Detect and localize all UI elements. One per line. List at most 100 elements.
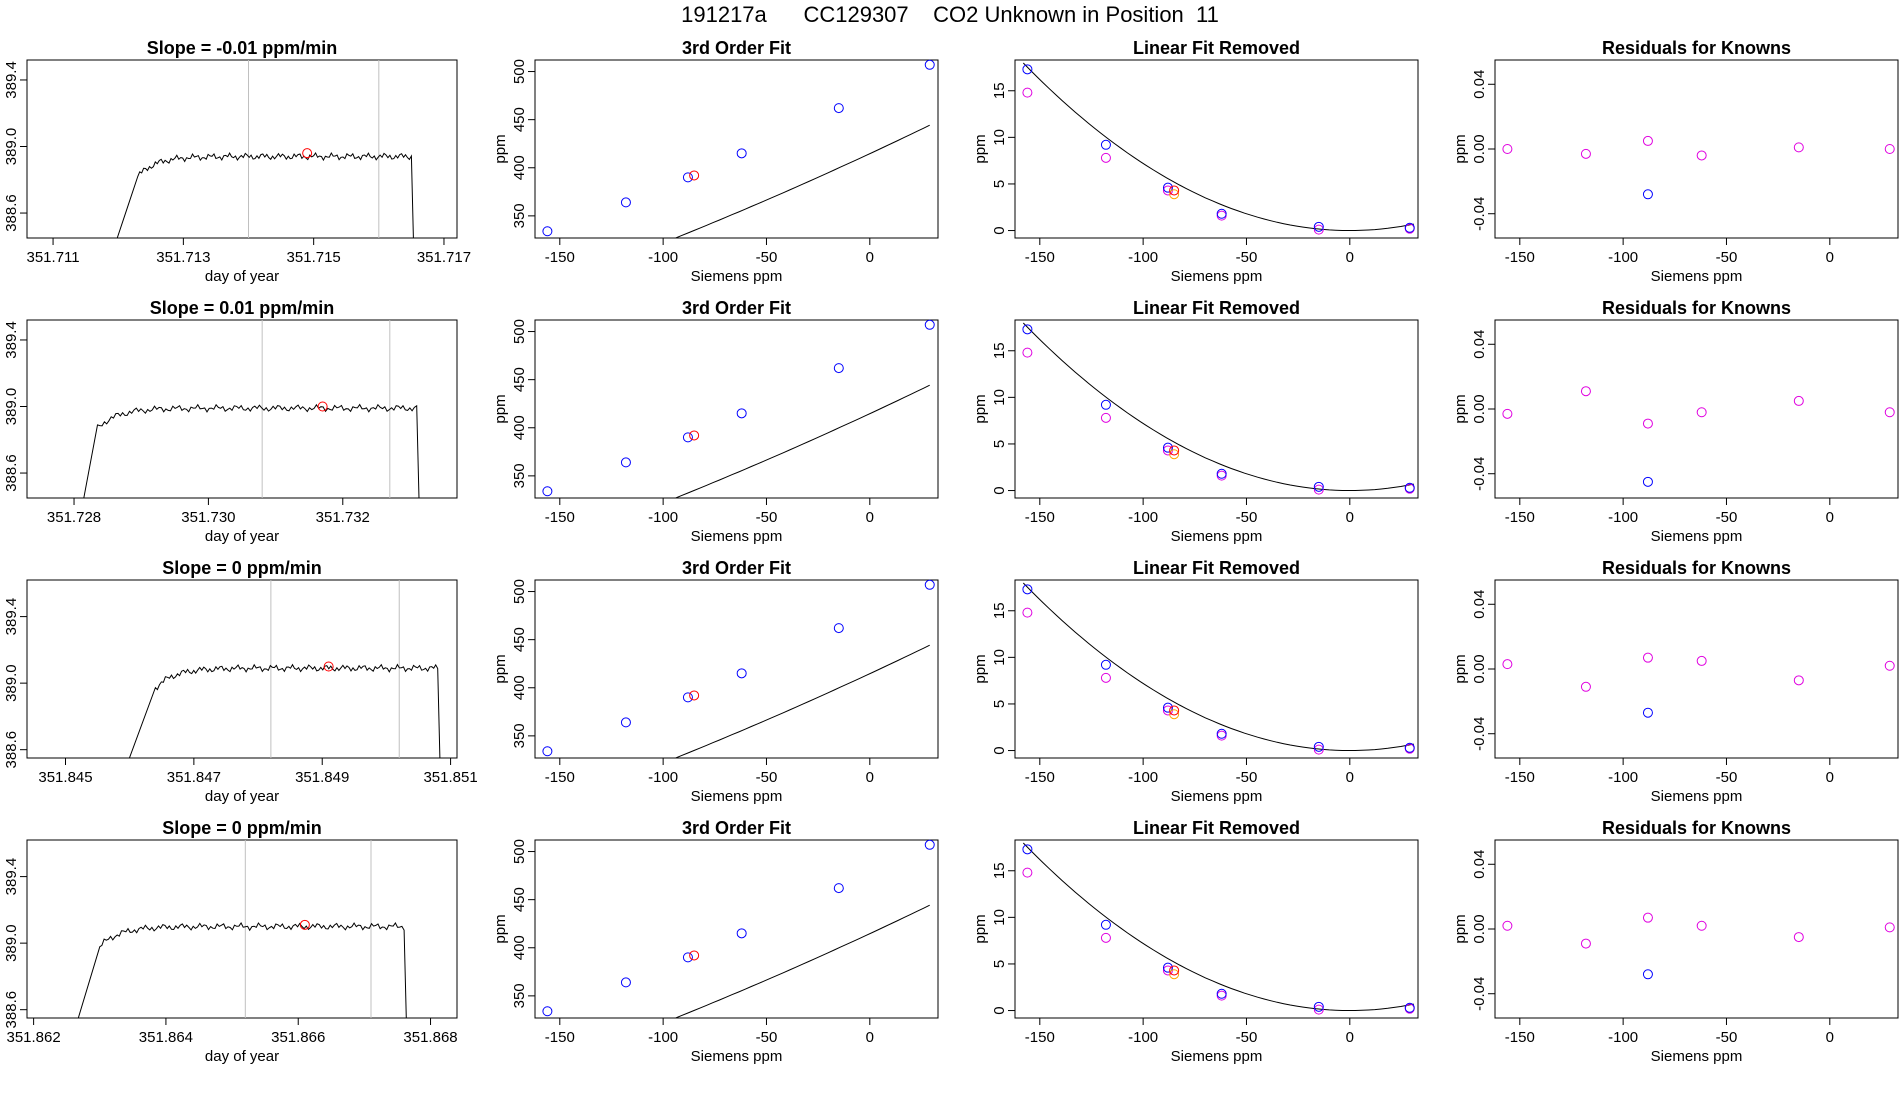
fit-curve (674, 904, 930, 1018)
panel-title: Residuals for Knowns (1602, 38, 1791, 58)
x-tick-label: -150 (1505, 249, 1535, 266)
x-axis-label: Siemens ppm (691, 528, 783, 545)
y-tick-label: 15 (991, 602, 1008, 619)
magenta-point (1162, 185, 1173, 196)
y-tick-label: -0.04 (1471, 717, 1488, 751)
known-point (1100, 399, 1111, 410)
x-tick-label: 351.732 (316, 509, 370, 526)
x-axis-label: Siemens ppm (691, 1048, 783, 1065)
y-tick-label: 450 (511, 627, 528, 652)
y-axis-label: ppm (492, 914, 509, 943)
magenta-point (1216, 470, 1227, 481)
x-axis-label: Siemens ppm (691, 788, 783, 805)
y-tick-label: 5 (991, 960, 1008, 968)
known-point (682, 432, 693, 443)
known-point (924, 319, 935, 330)
x-tick-label: -100 (1608, 1029, 1638, 1046)
mean-point (323, 661, 334, 672)
y-tick-label: 388.6 (3, 454, 20, 492)
known-point (1216, 988, 1227, 999)
known-point (1022, 64, 1033, 75)
signal-trace (116, 151, 414, 238)
residual-point (1696, 150, 1707, 161)
x-tick-label: 351.717 (417, 249, 471, 266)
plot-frame (1494, 319, 1899, 499)
x-axis-label: day of year (205, 528, 279, 545)
plot-frame (1014, 839, 1419, 1019)
residual-curve (1022, 582, 1414, 751)
plot-frame (26, 579, 458, 759)
y-tick-label: -0.04 (1471, 457, 1488, 491)
mean-point (299, 919, 310, 930)
x-tick-label: -50 (1716, 769, 1738, 786)
panel-r3-c3: Residuals for Knowns -150 -100 -50 0 -0.04 0.0… (1452, 818, 1899, 1065)
known-point (1313, 221, 1324, 232)
panel-title: Residuals for Knowns (1602, 558, 1791, 578)
signal-trace (83, 403, 420, 498)
y-tick-label: 15 (991, 342, 1008, 359)
panel-r2-c3: Residuals for Knowns -150 -100 -50 0 -0.04 0.0… (1452, 558, 1899, 805)
magenta-point (1022, 867, 1033, 878)
panel-r3-c0: Slope = 0 ppm/min 351.862 351.864 351.866 35… (0, 818, 458, 1065)
orange-point (1169, 449, 1180, 460)
residual-point (1642, 912, 1653, 923)
y-tick-label: 388.6 (3, 991, 20, 1029)
x-tick-label: -100 (648, 769, 678, 786)
x-tick-label: 0 (866, 249, 874, 266)
known-point (1404, 742, 1415, 753)
known-point (542, 746, 553, 757)
x-tick-label: -50 (1236, 769, 1258, 786)
x-tick-label: -100 (648, 1029, 678, 1046)
x-tick-label: 351.864 (139, 1029, 193, 1046)
plot-frame (1494, 579, 1899, 759)
x-tick-label: -100 (1608, 249, 1638, 266)
plot-frame (1014, 59, 1419, 239)
y-axis-label: ppm (972, 394, 989, 423)
x-tick-label: -50 (1716, 509, 1738, 526)
panel-title: Linear Fit Removed (1133, 38, 1300, 58)
y-tick-label: 350 (511, 203, 528, 228)
panel-title: 3rd Order Fit (682, 558, 791, 578)
tank-id: CC129307 (803, 2, 909, 27)
y-axis-label: approx. ppm (0, 627, 1, 710)
panel-title: Linear Fit Removed (1133, 818, 1300, 838)
y-tick-label: -0.04 (1471, 197, 1488, 231)
y-tick-label: 0 (991, 1006, 1008, 1014)
panel-r3-c1: 3rd Order Fit -150 -100 -50 0 350 400 450 500 Sie… (492, 818, 939, 1065)
known-point (620, 457, 631, 468)
panel-title: Residuals for Knowns (1602, 818, 1791, 838)
known-point (1162, 962, 1173, 973)
x-tick-label: -150 (1505, 1029, 1535, 1046)
y-tick-label: 0.00 (1471, 654, 1488, 683)
unknown-point (689, 430, 700, 441)
residual-point (1642, 135, 1653, 146)
plot-area (674, 904, 930, 1018)
known-point (1404, 482, 1415, 493)
x-axis-label: Siemens ppm (1171, 268, 1263, 285)
orange-point (1169, 189, 1180, 200)
x-tick-label: -150 (1025, 769, 1055, 786)
orange-point (1169, 709, 1180, 720)
unknown-residual-point (1642, 476, 1653, 487)
x-tick-label: 0 (1826, 509, 1834, 526)
y-axis-label: ppm (492, 134, 509, 163)
x-tick-label: 0 (866, 769, 874, 786)
x-tick-label: -50 (1236, 249, 1258, 266)
plot-area (1022, 322, 1414, 491)
magenta-point (1216, 210, 1227, 221)
x-tick-label: 351.868 (403, 1029, 457, 1046)
known-point (1162, 702, 1173, 713)
magenta-point (1216, 990, 1227, 1001)
known-point (1404, 222, 1415, 233)
y-tick-label: 389.4 (3, 858, 20, 896)
magenta-point (1022, 87, 1033, 98)
unknown-point (1169, 705, 1180, 716)
magenta-point (1162, 705, 1173, 716)
magenta-point (1216, 730, 1227, 741)
x-tick-label: -50 (1236, 509, 1258, 526)
y-tick-label: 0.00 (1471, 134, 1488, 163)
magenta-point (1313, 744, 1324, 755)
y-tick-label: 389.4 (3, 61, 20, 99)
x-tick-label: -50 (1716, 249, 1738, 266)
x-tick-label: -100 (648, 509, 678, 526)
